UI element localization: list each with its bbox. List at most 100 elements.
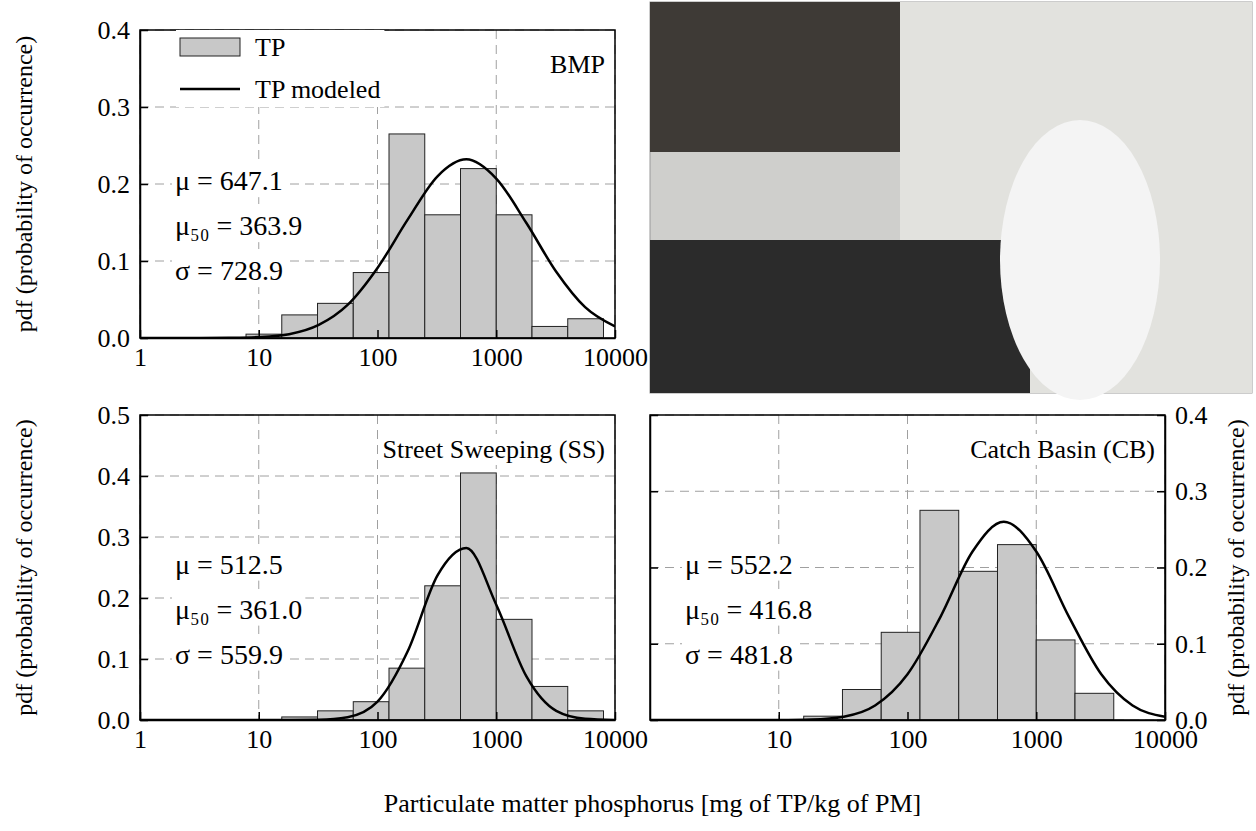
figure: 1101001000100000.00.10.20.30.4BMPμ = 647… [0, 0, 1256, 831]
tick-label: 100 [359, 343, 398, 372]
tick: 0.3 [1157, 477, 1208, 506]
tick-mark [1157, 720, 1165, 722]
tick-label: 0.3 [1175, 477, 1208, 506]
texts: Street Sweeping (SS) μ = 512.5 μ₅₀ = 361.0… [11, 419, 605, 716]
tick-mark [650, 720, 658, 722]
panel: 1101001000100000.00.10.20.30.40.5Street … [11, 401, 648, 755]
bars [282, 473, 604, 720]
tick: 0.3 [98, 523, 149, 552]
grid [140, 415, 615, 720]
panel: 101001000100000.00.10.20.30.4Catch Basin… [650, 401, 1249, 755]
tick-label: 0.4 [1175, 401, 1208, 430]
panel-title: Street Sweeping (SS) [383, 435, 605, 464]
bar [425, 586, 461, 720]
annotation: σ = 728.9 [175, 255, 283, 286]
tick-label: 0.4 [98, 462, 131, 491]
photo-bench [650, 240, 1030, 393]
y-axis-title: pdf (probability of occurrence) [11, 419, 37, 716]
tick: 0.4 [98, 462, 149, 491]
bar [959, 571, 998, 720]
tick: 10 [766, 712, 792, 754]
tick-mark [377, 330, 379, 338]
texts: Catch Basin (CB)μ = 552.2μ₅₀ = 416.8σ = … [685, 419, 1249, 716]
legend-label: TP modeled [255, 75, 380, 104]
tick: 100 [889, 712, 928, 754]
panel-title: Catch Basin (CB) [970, 435, 1155, 464]
bar [461, 473, 497, 720]
y-axis-title: pdf (probability of occurrence) [1223, 419, 1249, 716]
tick-mark [377, 712, 379, 720]
axis: 0.00.10.20.30.40.5 [98, 401, 149, 735]
model-curve [140, 548, 615, 720]
tick-mark [1157, 415, 1165, 417]
tick-label: 0.0 [98, 706, 131, 735]
legend-items: TPTP modeled [180, 33, 380, 104]
tick: 10 [246, 712, 272, 754]
tick-mark [140, 598, 148, 600]
annotation: σ = 559.9 [175, 639, 283, 670]
tick-mark [259, 712, 261, 720]
axis: 110100100010000 [134, 330, 648, 372]
bar [881, 632, 920, 720]
tick: 10000 [583, 330, 648, 372]
bar [425, 215, 461, 338]
tick: 0.3 [98, 93, 149, 122]
tick: 1000 [471, 330, 523, 372]
model-curve [140, 159, 615, 338]
grid [650, 415, 1165, 720]
tick-mark [615, 330, 617, 338]
axis [650, 416, 658, 721]
tick-label: 1000 [471, 343, 523, 372]
tick: 0.2 [98, 170, 149, 199]
tick-mark [496, 712, 498, 720]
tick-label: 100 [359, 725, 398, 754]
tick [650, 491, 658, 492]
text-patch [682, 593, 815, 626]
tick-mark [907, 712, 909, 720]
tick: 0.4 [98, 16, 149, 45]
tick-label: 100 [889, 725, 928, 754]
tick-label: 0.2 [98, 170, 131, 199]
tick-mark [140, 261, 148, 263]
tick-mark [650, 415, 658, 417]
plot-frame [650, 415, 1165, 720]
tick: 0.1 [98, 247, 149, 276]
tick-label: 0.3 [98, 93, 131, 122]
tick-mark [1157, 567, 1165, 569]
tick-label: 0.5 [98, 401, 131, 430]
annotation: μ₅₀ = 361.0 [175, 594, 302, 625]
text-patch [172, 593, 305, 626]
text-patches [172, 434, 608, 671]
model-curve [650, 522, 1165, 720]
tick-label: 10 [246, 725, 272, 754]
tick [650, 720, 658, 721]
bar [997, 545, 1036, 720]
text-patch [682, 638, 796, 671]
tick: 100 [359, 330, 398, 372]
tick [650, 568, 658, 569]
annotation: μ = 512.5 [175, 549, 283, 580]
bar [496, 215, 532, 338]
tick: 0.0 [98, 324, 149, 353]
tick-mark [140, 537, 148, 539]
grid-line-y [650, 491, 1165, 492]
tick-label: 0.1 [98, 247, 131, 276]
tick: 0.0 [98, 706, 149, 735]
bar [1036, 640, 1075, 720]
tick: 0.1 [98, 645, 149, 674]
grid-line-x [377, 415, 378, 720]
tick-label: 1000 [471, 725, 523, 754]
tick-label: 0.1 [1175, 630, 1208, 659]
axis: 0.0 0.1 0.2 0.3 0.4 [98, 16, 149, 353]
tick-label: 10000 [583, 725, 648, 754]
y-axis-title: pdf (probability of occurrence) [11, 36, 37, 333]
tick-mark [1157, 491, 1165, 493]
text-patches [682, 434, 1158, 671]
text-patch [682, 548, 796, 581]
bar [353, 702, 389, 720]
tick-mark [140, 107, 148, 109]
annotation: μ = 552.2 [685, 549, 793, 580]
tick-mark [259, 330, 261, 338]
grid [140, 30, 615, 338]
annotation: μ₅₀ = 416.8 [685, 594, 812, 625]
